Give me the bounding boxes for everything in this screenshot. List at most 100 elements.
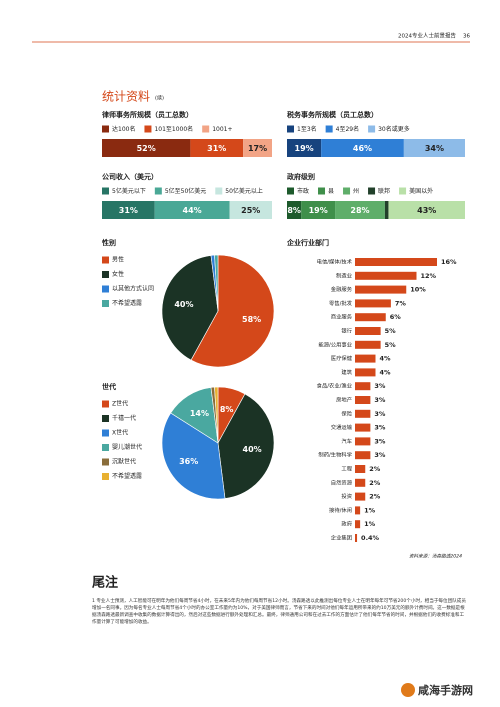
endnote-number: 1 [92,599,95,604]
endnotes-title: 尾注 [92,575,118,591]
pie-slice [161,412,226,500]
bar [355,382,371,391]
pie-slice [161,255,219,361]
value-label: 19% [309,206,328,215]
value-label: 17% [248,144,267,153]
value-label: 3% [374,437,386,445]
legend-label: 县 [328,188,334,195]
category-label: 银行 [341,327,352,335]
legend-label: X世代 [112,429,128,437]
bar [355,327,381,335]
legend-label: 千禧一代 [112,414,136,422]
chart-title: 性别 [102,238,116,247]
header-text: 2024专业人士前景报告 [398,32,456,40]
bar [355,368,376,377]
legend-swatch [102,429,109,437]
chart-title: 公司收入（美元） [102,172,158,181]
legend-swatch [368,187,376,195]
category-label: 接待/休闲 [329,506,352,514]
chart-title: 律师事务所规模（员工总数） [101,110,193,119]
category-label: 能源/公用事业 [318,340,352,348]
legend-label: 男性 [112,256,124,264]
legend-label: Z世代 [112,400,128,408]
bar-segment [190,139,244,157]
value-label: 10% [410,286,426,294]
bar [355,258,437,266]
bar-segment [229,201,272,219]
legend-swatch [215,187,223,195]
legend-label: 达100名 [112,125,135,133]
legend-swatch [287,125,294,133]
value-label: 3% [374,451,386,459]
bar-segment [301,201,336,219]
category-label: 金融服务 [331,285,353,293]
value-label: 14% [190,409,209,418]
bar-segment [335,201,385,219]
bar [355,465,366,473]
bar-segment [154,201,230,219]
legend-label: 联邦 [378,187,390,195]
legend-swatch [102,444,109,451]
legend-swatch [287,187,294,195]
value-label: 36% [179,457,198,466]
bar [355,520,361,529]
value-label: 6% [390,313,402,321]
category-label: 投资 [341,492,352,500]
bar-segment [287,139,322,157]
legend-swatch [343,187,351,195]
value-label: 2% [369,479,381,487]
value-label: 58% [242,315,261,324]
value-label: 1% [364,506,376,514]
bar [355,506,361,515]
value-label: 25% [241,206,260,215]
value-label: 5% [385,341,397,349]
chart-title: 税务事务所规模（员工总数） [287,110,378,119]
value-label: 12% [421,272,437,280]
legend-label: 4至29名 [336,125,359,133]
category-label: 交通运输 [331,423,353,431]
value-label: 1% [364,520,376,528]
chart-title: 政府级别 [287,172,315,181]
value-label: 46% [353,144,372,153]
legend-swatch [102,256,109,264]
value-label: 3% [374,424,386,432]
category-label: 食品/农业/渔业 [317,382,352,390]
bar [355,285,407,294]
bar-segment [102,139,191,157]
value-label: 4% [380,355,392,363]
value-label: 44% [183,206,202,215]
pie-slice [214,254,219,312]
legend-swatch [102,415,109,422]
value-label: 5% [385,327,397,335]
legend-swatch [102,125,109,133]
bar-segment [403,139,465,157]
category-label: 建筑 [341,368,352,376]
category-label: 房地产 [336,396,352,404]
bar [355,396,371,404]
legend-label: 5亿至50亿美元 [165,187,206,195]
bar-segment [321,139,404,157]
legend-swatch [399,187,407,195]
bar [355,271,417,280]
legend-label: 婴儿潮世代 [112,443,142,451]
legend-swatch [102,473,109,480]
legend-label: 女性 [112,270,124,278]
bar [355,354,376,363]
legend-label: 1至3名 [297,125,317,133]
legend-swatch [102,400,109,408]
legend-label: 30名或更多 [378,125,410,133]
legend-label: 美国以外 [409,187,433,195]
legend-label: 1001+ [212,126,232,133]
bar [355,299,391,308]
value-label: 2% [369,465,381,473]
watermark: 咸海手游网 [418,683,473,697]
bar [355,423,371,432]
legend-label: 101至1000名 [154,125,193,133]
category-label: 保险 [341,409,352,417]
category-label: 自然资源 [331,478,353,486]
value-label: 40% [174,300,193,309]
category-label: 工程 [341,465,352,473]
legend-label: 不希望透露 [112,299,142,307]
bar-segment [102,201,155,219]
